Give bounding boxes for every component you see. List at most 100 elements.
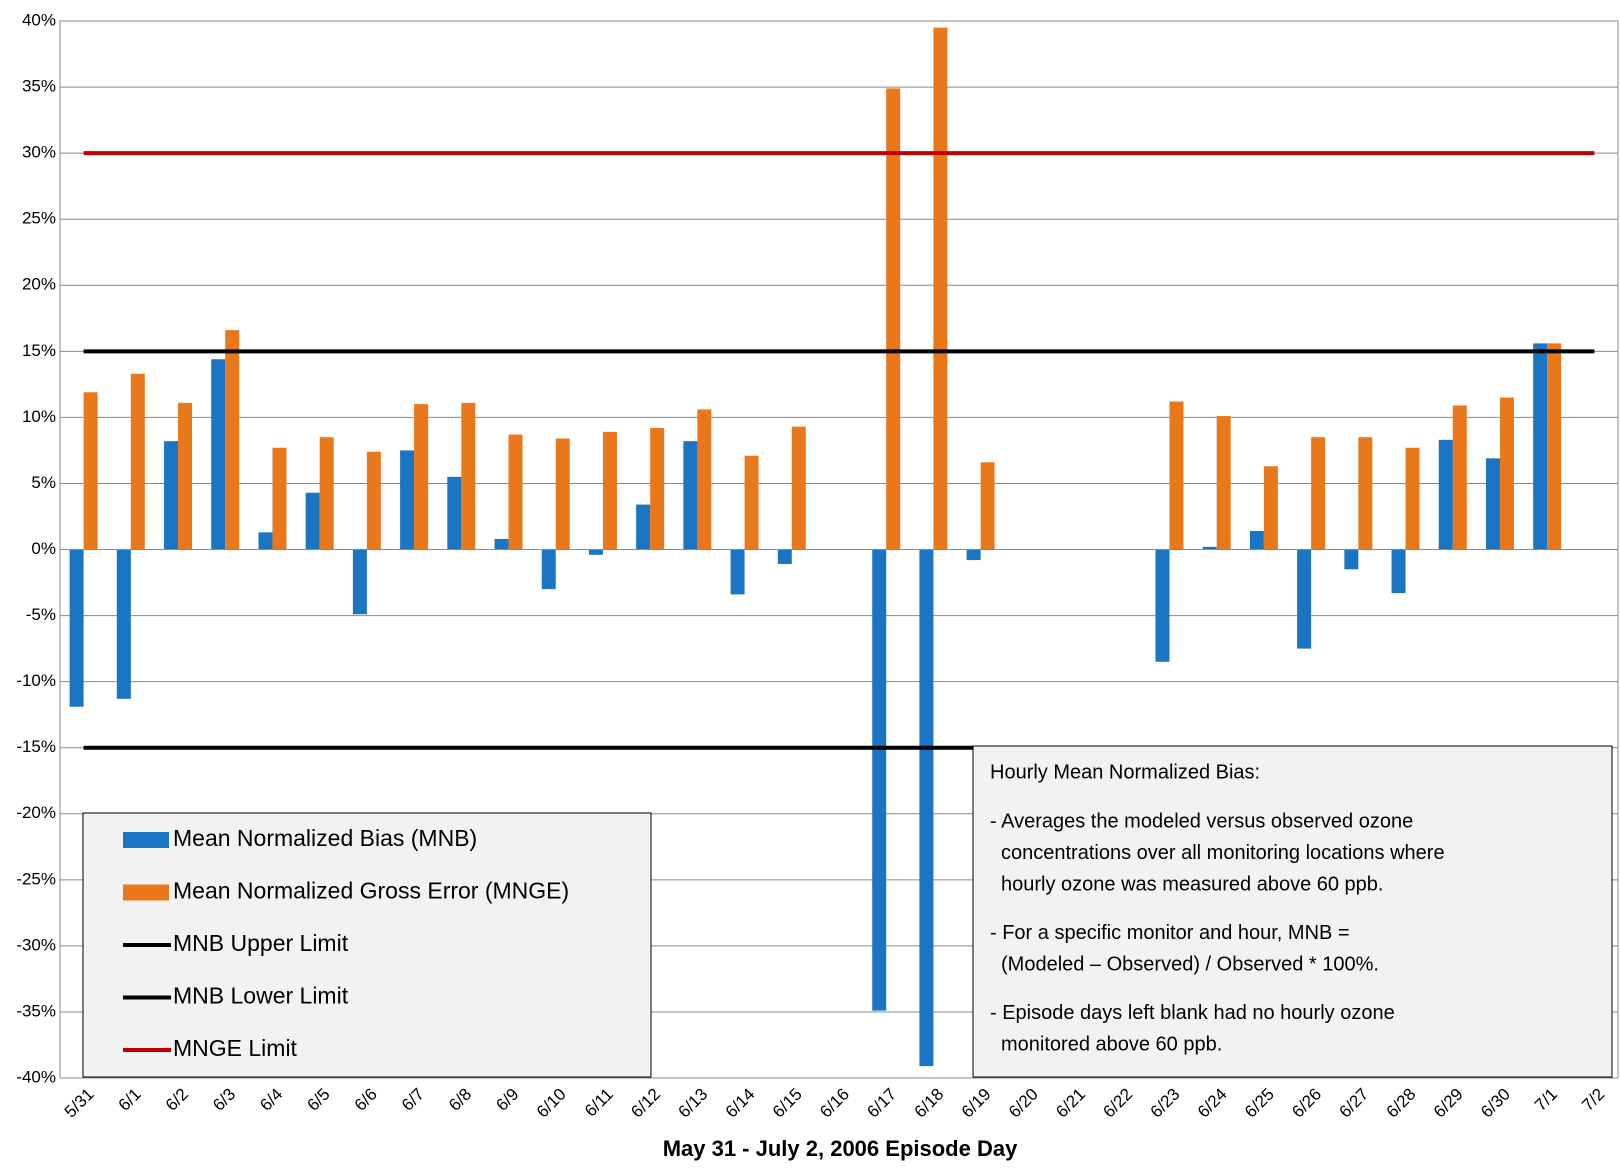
bar <box>258 532 273 550</box>
bar <box>130 373 145 550</box>
note-line: - For a specific monitor and hour, MNB = <box>990 922 1350 944</box>
y-tick-label: 35% <box>22 77 56 96</box>
bar <box>1249 531 1264 550</box>
bar <box>1405 447 1420 550</box>
x-tick-label: 6/3 <box>209 1085 239 1115</box>
y-tick-label: -40% <box>16 1067 56 1086</box>
y-tick-label: -20% <box>16 803 56 822</box>
x-tick-label: 6/27 <box>1335 1085 1372 1122</box>
legend: Mean Normalized Bias (MNB) Mean Normalize… <box>82 812 652 1078</box>
x-tick-label: 6/28 <box>1383 1085 1420 1122</box>
bar <box>1452 405 1467 550</box>
bar <box>1344 549 1359 570</box>
x-tick-label: 6/24 <box>1194 1085 1231 1122</box>
bar <box>1202 546 1217 550</box>
bar <box>555 438 570 550</box>
y-tick-label: -10% <box>16 671 56 690</box>
x-tick-label: 6/25 <box>1241 1085 1278 1122</box>
x-tick-label: 6/10 <box>533 1085 570 1122</box>
legend-swatch <box>123 884 169 901</box>
x-tick-label: 6/4 <box>256 1085 286 1115</box>
legend-label: Mean Normalized Bias (MNB) <box>173 825 477 851</box>
y-tick-label: -5% <box>26 605 56 624</box>
x-tick-label: 6/16 <box>816 1085 853 1122</box>
bar <box>400 450 415 550</box>
bar <box>541 549 556 590</box>
legend-label: Mean Normalized Gross Error (MNGE) <box>173 878 569 904</box>
x-tick-label: 6/2 <box>162 1085 192 1115</box>
x-tick-label: 6/7 <box>398 1085 428 1115</box>
bar <box>683 441 698 550</box>
bar <box>1533 343 1548 550</box>
bar <box>1169 401 1184 550</box>
bar <box>1391 549 1406 594</box>
bar <box>791 426 806 550</box>
legend-label: MNB Upper Limit <box>173 930 349 956</box>
x-tick-label: 6/23 <box>1147 1085 1184 1122</box>
x-tick-label: 6/9 <box>492 1085 522 1115</box>
bar <box>1263 466 1278 550</box>
bar <box>1499 397 1514 550</box>
note-title: Hourly Mean Normalized Bias: <box>990 761 1260 783</box>
x-tick-label: 6/21 <box>1052 1085 1089 1122</box>
x-tick-label: 6/18 <box>911 1085 948 1122</box>
y-tick-label: -30% <box>16 935 56 954</box>
bar <box>225 330 240 550</box>
bar <box>886 88 901 550</box>
bar <box>1485 458 1500 550</box>
y-tick-label: -25% <box>16 869 56 888</box>
bar <box>636 504 651 550</box>
x-tick-label: 6/8 <box>445 1085 475 1115</box>
bar <box>366 451 381 550</box>
bar <box>1311 437 1326 550</box>
bar <box>508 434 523 550</box>
note-box <box>972 745 1613 1078</box>
x-tick-label: 5/31 <box>61 1085 98 1122</box>
bar <box>319 437 334 550</box>
bar <box>1547 343 1562 550</box>
x-tick-label: 6/12 <box>627 1085 664 1122</box>
x-tick-label: 6/11 <box>581 1085 617 1121</box>
bar <box>116 549 131 699</box>
bar <box>602 431 617 550</box>
bar <box>352 549 367 615</box>
bar <box>1358 437 1373 550</box>
bar <box>1216 416 1231 550</box>
y-tick-label: 15% <box>22 341 56 360</box>
note-line: - Episode days left blank had no hourly … <box>990 1002 1395 1024</box>
x-tick-label: 6/29 <box>1430 1085 1467 1122</box>
bar <box>414 404 429 550</box>
bar <box>178 402 193 550</box>
bar <box>211 359 226 550</box>
x-tick-label: 6/14 <box>722 1085 759 1122</box>
bar <box>933 27 948 550</box>
bar <box>1438 439 1453 550</box>
bar <box>777 549 792 565</box>
y-tick-label: 10% <box>22 407 56 426</box>
legend-label: MNB Lower Limit <box>173 983 349 1009</box>
x-tick-label: 6/19 <box>958 1085 995 1122</box>
bar <box>588 549 603 555</box>
x-tick-label: 6/22 <box>1099 1085 1136 1122</box>
note-line: - Averages the modeled versus observed o… <box>990 810 1413 832</box>
bar <box>272 447 287 550</box>
note-line: (Modeled – Observed) / Observed * 100%. <box>1001 953 1379 975</box>
x-tick-label: 6/26 <box>1288 1085 1325 1122</box>
y-tick-label: -35% <box>16 1001 56 1020</box>
bar <box>650 427 665 550</box>
x-tick-label: 6/17 <box>863 1085 900 1122</box>
x-tick-label: 6/5 <box>304 1085 334 1115</box>
x-tick-label: 6/15 <box>769 1085 806 1122</box>
note-line: monitored above 60 ppb. <box>1001 1033 1222 1055</box>
bar <box>872 549 887 1011</box>
bar <box>305 492 320 550</box>
y-tick-label: 40% <box>22 10 56 29</box>
note-line: concentrations over all monitoring locat… <box>1001 842 1445 864</box>
note-line: hourly ozone was measured above 60 ppb. <box>1001 873 1383 895</box>
bar <box>744 455 759 550</box>
bar <box>83 392 98 550</box>
y-tick-label: 30% <box>22 143 56 162</box>
y-tick-label: 20% <box>22 275 56 294</box>
bar <box>697 409 712 550</box>
